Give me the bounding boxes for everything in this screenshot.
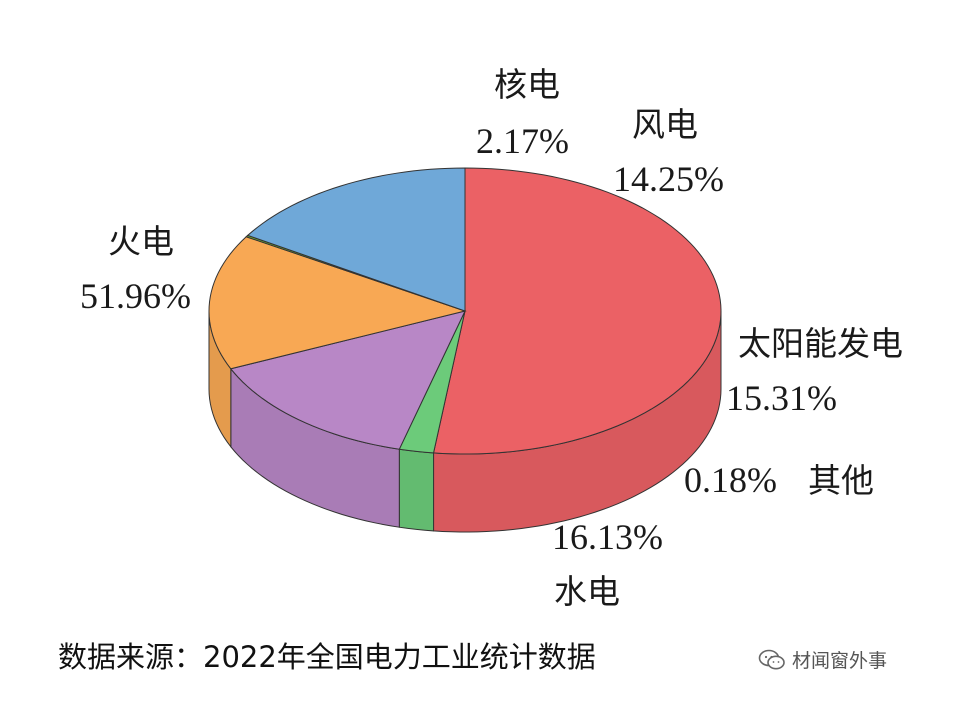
slice-1-side bbox=[398, 448, 435, 532]
label-slice-4-name: 其他 bbox=[808, 461, 874, 500]
wechat-icon bbox=[758, 649, 785, 669]
label-slice-3-value: 15.31% bbox=[726, 378, 837, 418]
slice-0 bbox=[432, 167, 722, 455]
label-slice-0-value: 51.96% bbox=[80, 276, 191, 316]
watermark: 材闻窗外事 bbox=[758, 646, 887, 673]
label-slice-4-value: 0.18% bbox=[684, 460, 777, 500]
label-slice-2-value: 14.25% bbox=[613, 159, 724, 199]
watermark-text: 材闻窗外事 bbox=[792, 650, 888, 672]
label-slice-5-value: 16.13% bbox=[552, 517, 663, 557]
label-slice-1-name: 核电 bbox=[494, 65, 560, 104]
slice-2 bbox=[229, 310, 466, 450]
label-slice-5-name: 水电 bbox=[554, 572, 620, 611]
pie-top bbox=[208, 167, 722, 455]
slice-3 bbox=[208, 236, 467, 370]
data-source-note: 数据来源：2022年全国电力工业统计数据 bbox=[58, 640, 596, 674]
label-slice-3-name: 太阳能发电 bbox=[738, 324, 903, 363]
slice-labels: 火电 51.96% 核电 2.17% 风电 14.25% 太阳能发电 15.31% 其他 0.18… bbox=[80, 65, 903, 611]
slice-5 bbox=[246, 167, 466, 312]
pie-sides bbox=[208, 310, 722, 533]
label-slice-1-value: 2.17% bbox=[476, 121, 569, 161]
label-slice-2-name: 风电 bbox=[632, 105, 698, 144]
label-slice-0-name: 火电 bbox=[108, 222, 174, 261]
